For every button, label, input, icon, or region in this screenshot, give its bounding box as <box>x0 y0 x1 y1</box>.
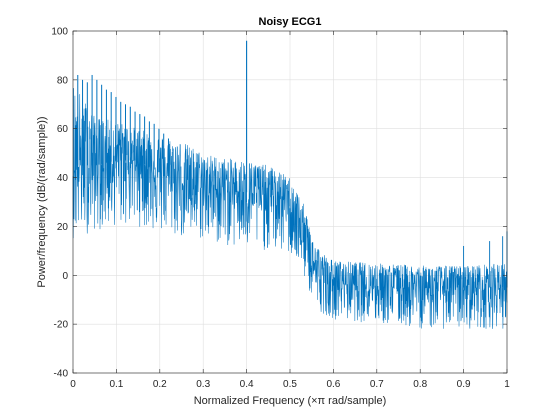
x-tick-label: 0 <box>70 379 76 390</box>
y-tick-label: 100 <box>51 27 68 38</box>
x-tick-label: 0.2 <box>153 379 167 390</box>
y-tick-label: 20 <box>57 222 69 233</box>
x-axis-label: Normalized Frequency (×π rad/sample) <box>194 395 387 407</box>
x-tick-label: 0.8 <box>413 379 427 390</box>
y-tick-labels: -40 -20 0 20 40 60 80 100 <box>51 27 68 380</box>
y-tick-label: -20 <box>54 320 69 331</box>
y-tick-label: 60 <box>57 124 69 135</box>
x-tick-label: 0.6 <box>326 379 340 390</box>
y-tick-label: 80 <box>57 75 69 86</box>
y-tick-label: 0 <box>62 271 68 282</box>
ticks <box>72 30 508 374</box>
chart-title: Noisy ECG1 <box>259 16 322 28</box>
y-tick-label: -40 <box>54 369 69 380</box>
x-tick-label: 0.5 <box>283 379 297 390</box>
x-tick-label: 1 <box>504 379 510 390</box>
spectrum-trace <box>72 88 508 329</box>
y-tick-label: 40 <box>57 173 69 184</box>
plot-data <box>72 40 508 329</box>
x-tick-label: 0.7 <box>370 379 384 390</box>
x-tick-label: 0.3 <box>196 379 210 390</box>
x-tick-labels: 0 0.1 0.2 0.3 0.4 0.5 0.6 0.7 0.8 0.9 1 <box>70 379 510 390</box>
x-tick-label: 0.9 <box>457 379 471 390</box>
x-tick-label: 0.1 <box>109 379 123 390</box>
x-tick-label: 0.4 <box>240 379 254 390</box>
y-axis-label: Power/frequency (dB/(rad/sample)) <box>36 116 48 287</box>
